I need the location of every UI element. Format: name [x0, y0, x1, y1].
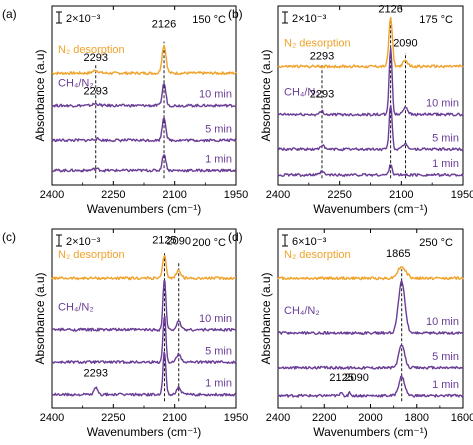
- scale-bar-label: 2×10⁻³: [66, 236, 101, 248]
- peak-annotation: 2125: [329, 372, 353, 384]
- panel-label: (c): [2, 230, 16, 244]
- peak-annotation: 2293: [310, 89, 334, 101]
- peak-annotation: 2090: [167, 236, 191, 248]
- x-axis-label: Wavenumbers (cm⁻¹): [87, 202, 202, 216]
- panel-d: 2400 2200 2000 1800 1600 Wavenumbers (cm⁻¹) Ab…: [228, 228, 473, 439]
- legend-n2-desorption: N₂ desorption: [58, 249, 125, 261]
- series-line-n2-desorption: [277, 16, 464, 69]
- time-label: 10 min: [426, 98, 459, 110]
- x-tick-label: 1950: [451, 189, 473, 201]
- peak-annotation: 2090: [393, 37, 417, 49]
- legend-ch4-n2: CH₄/N₂: [58, 302, 94, 314]
- peak-annotation: 2125: [152, 235, 176, 247]
- time-label: 1 min: [432, 379, 459, 391]
- x-tick-label: 1600: [451, 412, 473, 424]
- time-label: 10 min: [199, 313, 232, 325]
- x-tick-label: 2250: [101, 189, 125, 201]
- temperature-label: 250 °C: [419, 237, 453, 249]
- peak-annotation: 1865: [386, 248, 410, 260]
- x-tick-label: 2400: [266, 412, 290, 424]
- peak-annotation: 2293: [84, 85, 108, 97]
- x-tick-label: 2200: [312, 412, 336, 424]
- peak-annotation: 2126: [378, 4, 402, 16]
- series-line-1-min: [277, 164, 464, 178]
- y-axis-label: Absorbance (a.u): [259, 272, 273, 364]
- temperature-label: 175 °C: [419, 14, 453, 26]
- series-line-1-min: [277, 375, 464, 398]
- time-label: 5 min: [205, 123, 232, 135]
- scale-bar-label: 2×10⁻³: [292, 13, 327, 25]
- scale-bar-label: 6×10⁻³: [292, 236, 327, 248]
- y-axis-label: Absorbance (a.u): [33, 49, 47, 141]
- time-label: 1 min: [205, 154, 232, 166]
- x-tick-label: 2250: [101, 412, 125, 424]
- series-line-1-min: [51, 351, 237, 397]
- time-label: 10 min: [199, 89, 232, 101]
- time-label: 1 min: [205, 378, 232, 390]
- series-line-10-min: [51, 280, 237, 332]
- legend-n2-desorption: N₂ desorption: [284, 249, 351, 261]
- panel-c: 2400 2250 2100 1950 Wavenumbers (cm⁻¹) Absorb…: [2, 228, 248, 439]
- legend-ch4-n2: CH₄/N₂: [58, 78, 94, 90]
- series-line-n2-desorption: [51, 44, 237, 76]
- series-line-10-min: [277, 279, 464, 336]
- panel-label: (b): [228, 7, 243, 21]
- x-tick-label: 2400: [40, 412, 64, 424]
- peak-annotation: 2293: [310, 51, 334, 63]
- x-axis-label: Wavenumbers (cm⁻¹): [87, 425, 202, 439]
- peak-annotation: 2293: [84, 52, 108, 64]
- x-tick-label: 2100: [162, 412, 186, 424]
- time-label: 5 min: [205, 345, 232, 357]
- scale-bar-label: 2×10⁻³: [66, 13, 101, 25]
- peak-annotation: 2090: [344, 372, 368, 384]
- panel-b: 2400 2250 2100 1950 Wavenumbers (cm⁻¹) Absorb…: [228, 4, 473, 216]
- series-line-5-min: [51, 315, 237, 365]
- series-line-5-min: [278, 104, 464, 152]
- temperature-label: 200 °C: [192, 237, 226, 249]
- x-tick-label: 2100: [162, 189, 186, 201]
- temperature-label: 150 °C: [192, 14, 226, 26]
- series-line-n2-desorption: [51, 254, 236, 281]
- x-axis-label: Wavenumbers (cm⁻¹): [313, 202, 428, 216]
- y-axis-label: Absorbance (a.u): [33, 272, 47, 364]
- series-line-10-min: [51, 83, 237, 108]
- x-axis-label: Wavenumbers (cm⁻¹): [313, 425, 428, 439]
- y-axis-label: Absorbance (a.u): [259, 49, 273, 141]
- x-tick-label: 2400: [266, 189, 290, 201]
- x-tick-label: 1800: [405, 412, 429, 424]
- x-tick-label: 2100: [389, 189, 413, 201]
- panel-a: 2400 2250 2100 1950 Wavenumbers (cm⁻¹) Absorb…: [2, 5, 248, 216]
- series-line-5-min: [51, 116, 237, 143]
- x-tick-label: 2400: [40, 189, 64, 201]
- legend-n2-desorption: N₂ desorption: [58, 44, 125, 56]
- peak-annotation: 2293: [84, 368, 108, 380]
- panel-label: (d): [228, 230, 243, 244]
- series-line-1-min: [51, 154, 236, 173]
- legend-n2-desorption: N₂ desorption: [284, 37, 351, 49]
- time-label: 1 min: [432, 158, 459, 170]
- legend-ch4-n2: CH₄/N₂: [284, 305, 320, 317]
- time-label: 5 min: [432, 351, 459, 363]
- peak-annotation: 2126: [152, 18, 176, 30]
- time-label: 5 min: [432, 132, 459, 144]
- x-tick-label: 2250: [327, 189, 351, 201]
- time-label: 10 min: [426, 316, 459, 328]
- x-tick-label: 1950: [224, 189, 248, 201]
- series-line-10-min: [277, 47, 464, 117]
- series-line-5-min: [277, 344, 464, 370]
- x-tick-label: 2000: [358, 412, 382, 424]
- legend-ch4-n2: CH₄/N₂: [284, 87, 320, 99]
- panel-label: (a): [2, 7, 17, 21]
- series-line-n2-desorption: [277, 266, 464, 281]
- x-tick-label: 1950: [224, 412, 248, 424]
